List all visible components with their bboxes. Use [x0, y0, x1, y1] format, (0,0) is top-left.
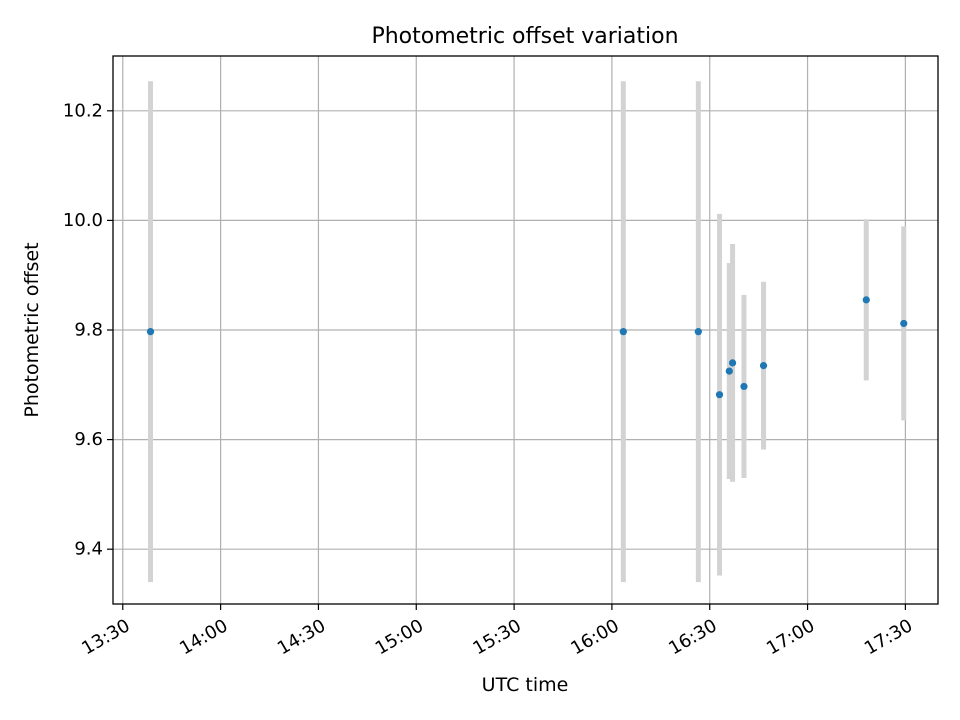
data-point [728, 359, 737, 367]
data-point [900, 319, 908, 328]
y-tick-label: 9.8 [74, 320, 103, 341]
grid [113, 56, 938, 604]
y-tick-label: 10.2 [63, 100, 103, 121]
data-point [619, 328, 627, 336]
data-point [694, 328, 702, 336]
chart-title: Photometric offset variation [371, 24, 678, 49]
y-tick-label: 9.6 [74, 429, 103, 450]
x-axis-label: UTC time [482, 674, 569, 696]
data-point [146, 328, 155, 336]
data-point [715, 391, 724, 399]
data-point [759, 362, 768, 370]
data-point [740, 382, 748, 391]
y-tick-label: 10.0 [63, 210, 103, 231]
data-point [725, 367, 733, 375]
y-tick-label: 9.4 [74, 539, 103, 560]
y-axis-label: Photometric offset [21, 242, 43, 417]
data-point [862, 296, 870, 304]
y-axis-ticks: 9.4 9.6 9.8 10.0 10.2 [63, 100, 113, 560]
data-points [146, 296, 908, 399]
